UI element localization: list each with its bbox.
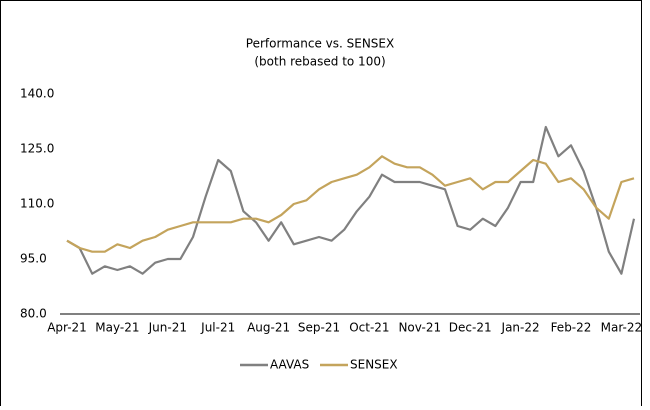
x-tick-label: Aug-21: [247, 321, 290, 335]
line-series: [66, 155, 635, 253]
x-tick-label: Jan-22: [501, 321, 540, 335]
x-tick-label: Oct-21: [349, 321, 389, 335]
x-tick-label: Mar-22: [601, 321, 642, 335]
x-tick-label: Dec-21: [449, 321, 492, 335]
x-tick-label: Sep-21: [298, 321, 340, 335]
chart-title: Performance vs. SENSEX: [246, 37, 394, 51]
y-tick-label: 125.0: [20, 142, 54, 156]
x-tick-label: May-21: [95, 321, 139, 335]
x-tick-label: Jul-21: [200, 321, 235, 335]
x-tick-label: Jun-21: [148, 321, 187, 335]
y-tick-label: 95.0: [20, 252, 47, 266]
chart-subtitle: (both rebased to 100): [254, 55, 385, 69]
y-tick-label: 110.0: [20, 197, 54, 211]
x-tick-label: Apr-21: [47, 321, 87, 335]
y-tick-label: 80.0: [20, 307, 47, 321]
line-series: [66, 125, 636, 275]
legend-label: SENSEX: [350, 358, 398, 372]
legend-label: AAVAS: [270, 358, 309, 372]
x-tick-label: Nov-21: [398, 321, 441, 335]
x-tick-label: Feb-22: [551, 321, 592, 335]
y-tick-label: 140.0: [20, 87, 54, 101]
